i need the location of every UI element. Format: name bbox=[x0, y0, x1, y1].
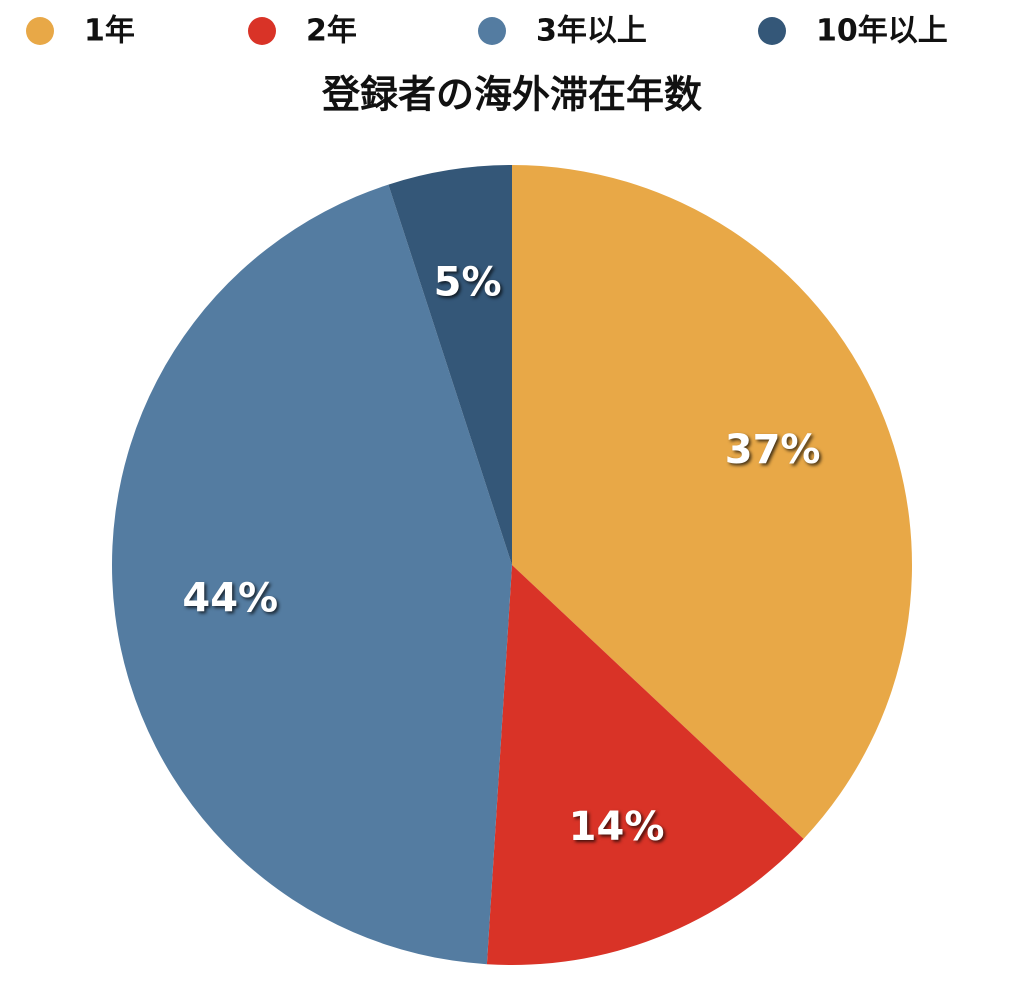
slice-label: 5% bbox=[434, 259, 502, 305]
pie-slice bbox=[388, 165, 512, 565]
pie-slice bbox=[486, 565, 804, 965]
legend-marker bbox=[26, 17, 54, 45]
legend-marker bbox=[248, 17, 276, 45]
legend-label: 1年 bbox=[84, 14, 135, 49]
legend-label: 3年以上 bbox=[536, 14, 647, 49]
slice-label: 14% bbox=[569, 804, 665, 850]
legend-marker bbox=[478, 17, 506, 45]
pie-slice bbox=[111, 184, 513, 965]
pie-slice bbox=[512, 165, 912, 839]
legend-label: 2年 bbox=[306, 14, 357, 49]
legend-label: 10年以上 bbox=[816, 14, 948, 49]
slice-label: 37% bbox=[725, 427, 821, 473]
slice-label: 44% bbox=[182, 576, 278, 622]
legend-marker bbox=[758, 17, 786, 45]
chart-title: 登録者の海外滞在年数 bbox=[321, 73, 702, 117]
